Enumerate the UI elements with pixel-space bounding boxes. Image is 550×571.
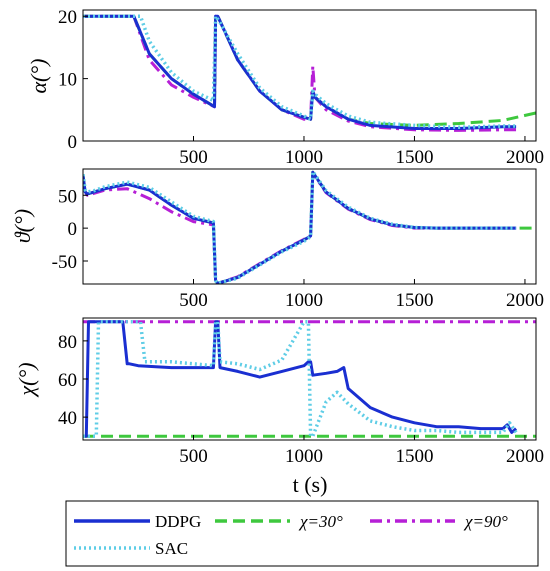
series-sac-alpha [83, 14, 517, 130]
ytick-label: 80 [58, 332, 77, 353]
xtick-label: 500 [179, 290, 208, 311]
legend-label-chi30: χ=30° [298, 512, 343, 531]
plot-area-chi [83, 320, 536, 438]
xtick-label: 1500 [395, 290, 433, 311]
xtick-label: 1500 [395, 147, 433, 168]
legend-box [65, 500, 539, 567]
xtick-label: 1000 [285, 290, 323, 311]
legend-label-ddpg: DDPG [155, 512, 201, 531]
series-sac-theta [83, 169, 517, 284]
xtick-label: 1500 [395, 446, 433, 467]
xtick-label: 2000 [506, 446, 544, 467]
axes-frame-alpha [82, 9, 537, 142]
series-sac-chi [83, 320, 518, 438]
series-ddpg-chi [83, 320, 518, 438]
ylabel-alpha: α(°) [26, 59, 51, 94]
xtick-label: 2000 [506, 147, 544, 168]
axes-frame-theta [82, 168, 537, 285]
xticks-theta: 500 1000 1500 2000 [179, 279, 544, 311]
panel-alpha: 0 10 20 500 1000 1500 2000 α(°) [26, 7, 544, 168]
ytick-label: 0 [68, 219, 78, 240]
ytick-label: 40 [58, 408, 77, 429]
xticks-alpha: 500 1000 1500 2000 [179, 136, 544, 168]
xtick-label: 2000 [506, 290, 544, 311]
ylabel-theta: ϑ(°) [10, 209, 35, 243]
xtick-label: 1000 [285, 147, 323, 168]
series-ddpg-theta [83, 170, 517, 284]
panel-theta: -50 0 50 500 1000 1500 2000 ϑ(°) [10, 168, 544, 311]
legend-label-chi90: χ=90° [463, 512, 508, 531]
legend: DDPG χ=30° χ=90° SAC [65, 500, 539, 567]
ytick-label: 50 [58, 186, 77, 207]
xlabel-chi: t (s) [293, 472, 328, 497]
xtick-label: 500 [179, 446, 208, 467]
ytick-label: 60 [58, 370, 77, 391]
panel-chi: 40 60 80 500 1000 1500 2000 χ(°) t (s) [14, 317, 544, 497]
plot-area-alpha [83, 14, 536, 132]
ytick-label: 20 [58, 7, 77, 28]
xtick-label: 1000 [285, 446, 323, 467]
xtick-label: 500 [179, 147, 208, 168]
legend-label-sac: SAC [155, 539, 188, 558]
yticks-alpha: 0 10 20 [58, 7, 88, 153]
plot-area-theta [83, 169, 536, 284]
series-ddpg-alpha [83, 14, 517, 130]
series-chi30-alpha [83, 14, 536, 127]
yticks-chi: 40 60 80 [58, 332, 88, 429]
ytick-label: 10 [58, 70, 77, 91]
yticks-theta: -50 0 50 [52, 186, 88, 273]
xticks-chi: 500 1000 1500 2000 [179, 435, 544, 467]
ytick-label: -50 [52, 252, 77, 273]
ylabel-chi: χ(°) [14, 362, 39, 397]
ytick-label: 0 [68, 132, 78, 153]
series-chi90-alpha [83, 14, 517, 132]
